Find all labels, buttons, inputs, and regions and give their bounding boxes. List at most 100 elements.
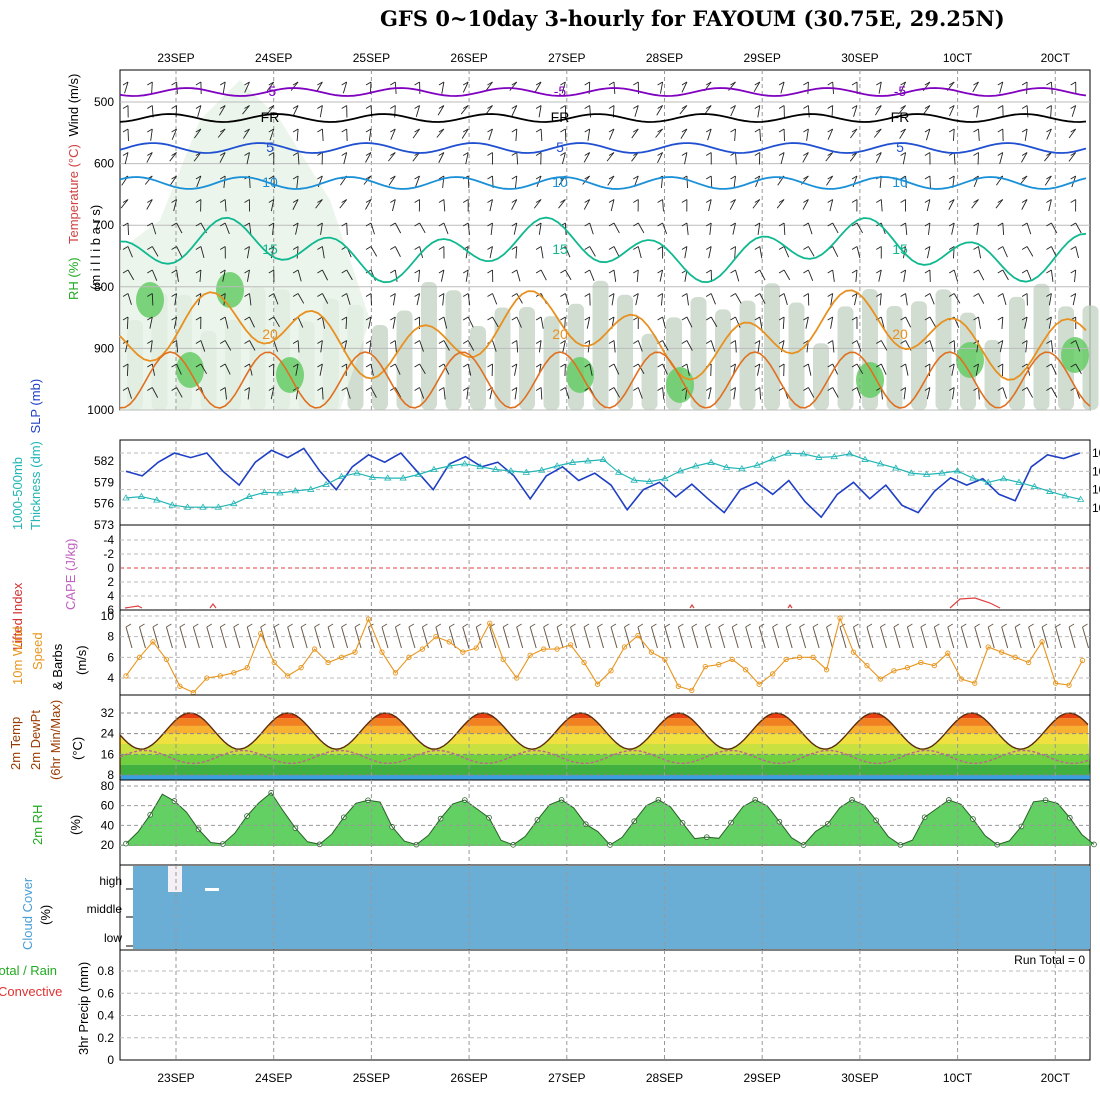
wind-barb	[443, 199, 446, 212]
wind-barb-flag	[171, 175, 177, 180]
wind-barb	[151, 222, 157, 235]
wind-barb-flag	[462, 293, 469, 297]
wind-barb	[978, 316, 981, 329]
chart-title: GFS 0~10day 3-hourly for FAYOUM (30.75E,…	[380, 6, 1005, 31]
wind-barb	[149, 316, 153, 329]
wind-barb	[219, 152, 226, 163]
wind-barb	[875, 152, 882, 164]
wind-barb-flag	[1046, 222, 1052, 227]
wind-barb	[856, 363, 864, 375]
wind-barb-flag	[438, 105, 445, 109]
wind-barb-flag	[584, 316, 590, 321]
contour-label: 10	[262, 174, 278, 190]
wind-barb-flag	[365, 316, 372, 321]
temp-band	[120, 754, 1090, 765]
wind-point	[729, 656, 735, 663]
wind-barb-flag	[390, 246, 396, 250]
wind-barb	[1071, 105, 1077, 117]
wind-barb	[589, 246, 596, 257]
precip-tick-label: 0.2	[97, 1031, 114, 1045]
wind-barb-flag	[924, 340, 931, 344]
wind-barb-flag	[997, 222, 1004, 227]
wind-barb	[707, 128, 712, 141]
wind-barb-flag	[705, 293, 712, 297]
contour-label: 20	[262, 326, 278, 342]
wind-barb-flag	[560, 316, 566, 321]
wind-barb	[611, 293, 615, 306]
wind-barb	[321, 387, 324, 400]
wind-barb-flag	[535, 340, 542, 344]
wind-barb-flag	[317, 81, 323, 86]
wind-barb	[370, 363, 374, 376]
wind-barb-flag	[584, 175, 590, 180]
wind-barb-flag	[487, 81, 493, 86]
wind-barb-flag	[730, 222, 736, 227]
surface-barb	[529, 626, 537, 649]
wind-barb	[200, 246, 205, 259]
wind-barb-flag	[730, 199, 736, 203]
wind-barb	[346, 222, 348, 236]
wind-barb-flag	[681, 340, 688, 344]
wind-barb	[755, 175, 761, 188]
surface-barb-flag	[260, 623, 266, 628]
wind-barb	[903, 269, 907, 282]
wind-barb-flag	[341, 340, 347, 344]
wind-barb-flag	[1070, 199, 1076, 203]
wind-barb	[516, 152, 519, 165]
wind-barb	[807, 269, 814, 281]
surface-barb-flag	[705, 623, 711, 628]
bottom-date-axis: 23SEP 24SEP 25SEP 26SEP 27SEP 28SEP 29SEP 30SEP…	[157, 1071, 1070, 1085]
wind-barb-flag	[244, 293, 250, 297]
wind-barb	[321, 316, 326, 329]
surface-barb-flag	[341, 623, 347, 628]
wind-barb-flag	[633, 128, 639, 133]
wind-barb-flag	[292, 293, 299, 297]
surface-barb	[853, 626, 860, 649]
wind-barb-flag	[851, 387, 858, 391]
wind-barb-flag	[244, 269, 250, 274]
wind-barb-flag	[924, 152, 931, 156]
wind-barb	[1048, 316, 1052, 329]
wind-barb-flag	[317, 340, 323, 344]
wind-barb-flag	[147, 199, 153, 203]
wind-barb-flag	[122, 105, 129, 109]
wind-barb	[223, 175, 226, 188]
wind-barb-flag	[341, 222, 347, 227]
wind-barb	[346, 269, 353, 281]
wind-barb-flag	[730, 246, 736, 250]
wind-barb-flag	[487, 199, 493, 203]
wind-barb-flag	[462, 199, 469, 203]
surface-barb	[570, 626, 578, 649]
wind-barb	[686, 222, 689, 235]
wind-barb-flag	[219, 316, 226, 321]
wind-barb	[485, 105, 493, 115]
surface-barb	[219, 626, 227, 649]
wind-barb-flag	[730, 340, 736, 344]
wind-barb	[1024, 316, 1028, 329]
wind-barb-flag	[171, 387, 177, 391]
wind-point	[850, 649, 857, 655]
wind-barb-flag	[341, 152, 347, 156]
temp-contour-25	[119, 351, 1091, 409]
wind-barb-flag	[511, 105, 518, 109]
wind-barb	[1002, 222, 1005, 235]
wind-barb-flag	[268, 152, 275, 156]
surface-barb	[610, 626, 618, 649]
wind-barb	[583, 199, 591, 210]
rh-shade	[837, 306, 854, 410]
wind-barb-flag	[1021, 175, 1028, 180]
wind-barb	[735, 316, 741, 328]
pressure-tick-label: 700	[94, 218, 114, 232]
wind-barb	[878, 269, 882, 282]
surface-barb	[368, 626, 375, 649]
rh-grid	[120, 780, 1090, 865]
surface-barb-flag	[893, 623, 900, 628]
wind-barb	[1051, 387, 1058, 398]
wind-barb-flag	[778, 269, 785, 274]
wind-barb-flag	[268, 363, 275, 368]
wind-barb	[441, 81, 445, 94]
wind-point	[1012, 654, 1018, 660]
wind-barb	[443, 340, 450, 351]
wind-barb	[832, 340, 835, 353]
wind-point	[514, 675, 520, 681]
